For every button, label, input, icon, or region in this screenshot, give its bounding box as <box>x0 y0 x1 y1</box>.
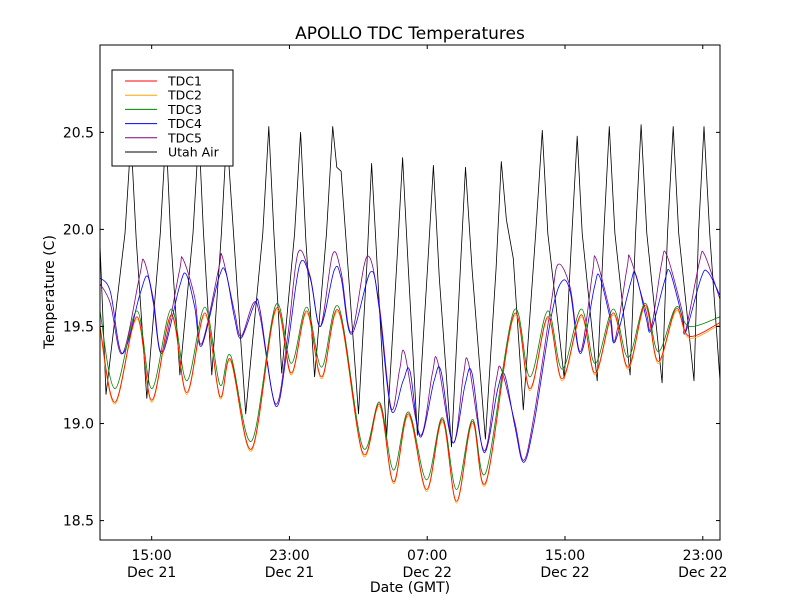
plot-frame <box>99 44 721 541</box>
series-line-tdc3 <box>100 302 720 490</box>
x-tick-label-time: 07:00 <box>407 548 447 564</box>
legend-label: TDC5 <box>167 130 202 145</box>
x-axis-label: Date (GMT) <box>370 580 450 596</box>
chart-title: APOLLO TDC Temperatures <box>295 24 525 44</box>
series-line-tdc1 <box>100 304 720 502</box>
x-tick-label-time: 23:00 <box>269 548 309 564</box>
y-tick-label: 20.0 <box>63 222 94 238</box>
x-tick-label-time: 23:00 <box>683 548 723 564</box>
y-tick-label: 19.5 <box>63 319 94 335</box>
legend-label: TDC1 <box>167 74 202 89</box>
x-tick-label-date: Dec 21 <box>265 565 314 581</box>
x-tick-label-time: 15:00 <box>545 548 585 564</box>
series-layer <box>100 124 720 504</box>
legend-box <box>111 69 234 167</box>
y-tick-label: 18.5 <box>63 514 94 530</box>
series-line-tdc5 <box>100 249 720 461</box>
legend-label: TDC2 <box>167 88 202 103</box>
y-tick-label: 20.5 <box>63 125 94 141</box>
legend-label: TDC4 <box>167 116 202 131</box>
series-line-utah-air <box>100 124 720 448</box>
x-tick-label-time: 15:00 <box>131 548 171 564</box>
x-tick-label-date: Dec 22 <box>403 565 452 581</box>
x-tick-label-date: Dec 21 <box>127 565 176 581</box>
y-tick-label: 19.0 <box>63 417 94 433</box>
x-tick-label-date: Dec 22 <box>678 565 727 581</box>
legend-label: Utah Air <box>168 145 220 160</box>
legend-label: TDC3 <box>167 102 202 117</box>
series-line-tdc4 <box>100 259 720 463</box>
y-axis-label: Temperature (C) <box>42 235 58 350</box>
x-tick-label-date: Dec 22 <box>540 565 589 581</box>
